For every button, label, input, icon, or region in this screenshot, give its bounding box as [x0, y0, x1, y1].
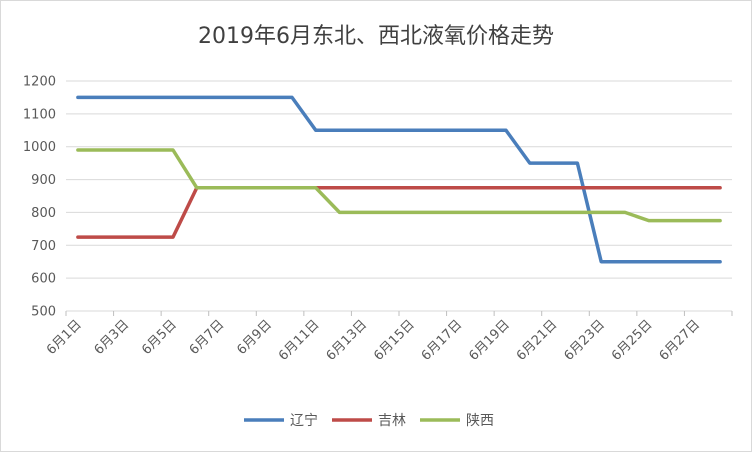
- x-tick-label: 6月1日: [44, 317, 85, 358]
- y-tick-label: 1000: [23, 140, 56, 155]
- chart-title: 2019年6月东北、西北液氧价格走势: [198, 24, 554, 49]
- y-tick-label: 1200: [23, 75, 56, 90]
- x-tick-label: 6月25日: [609, 317, 656, 364]
- x-tick-label: 6月23日: [561, 317, 608, 364]
- legend-label: 陕西: [466, 413, 494, 429]
- series-line-3: [76, 148, 722, 223]
- y-tick-label: 700: [31, 239, 56, 254]
- y-tick-label: 1100: [23, 107, 56, 122]
- x-tick-label: 6月13日: [324, 317, 371, 364]
- x-tick-label: 6月7日: [187, 317, 228, 358]
- x-tick-label: 6月11日: [276, 317, 323, 364]
- x-tick-label: 6月5日: [139, 317, 180, 358]
- series-line-1: [76, 95, 722, 264]
- x-tick-label: 6月19日: [466, 317, 513, 364]
- x-tick-label: 6月3日: [92, 317, 133, 358]
- y-tick-label: 500: [31, 305, 56, 320]
- y-tick-label: 800: [31, 206, 56, 221]
- x-tick-label: 6月17日: [419, 317, 466, 364]
- x-tick-label: 6月27日: [657, 317, 704, 364]
- x-tick-label: 6月15日: [371, 317, 418, 364]
- x-tick-label: 6月9日: [234, 317, 275, 358]
- legend-label: 辽宁: [290, 412, 318, 429]
- y-tick-label: 600: [31, 272, 56, 287]
- y-tick-label: 900: [31, 173, 56, 188]
- x-tick-label: 6月21日: [514, 317, 561, 364]
- legend-label: 吉林: [378, 413, 406, 429]
- series-line-2: [76, 186, 722, 239]
